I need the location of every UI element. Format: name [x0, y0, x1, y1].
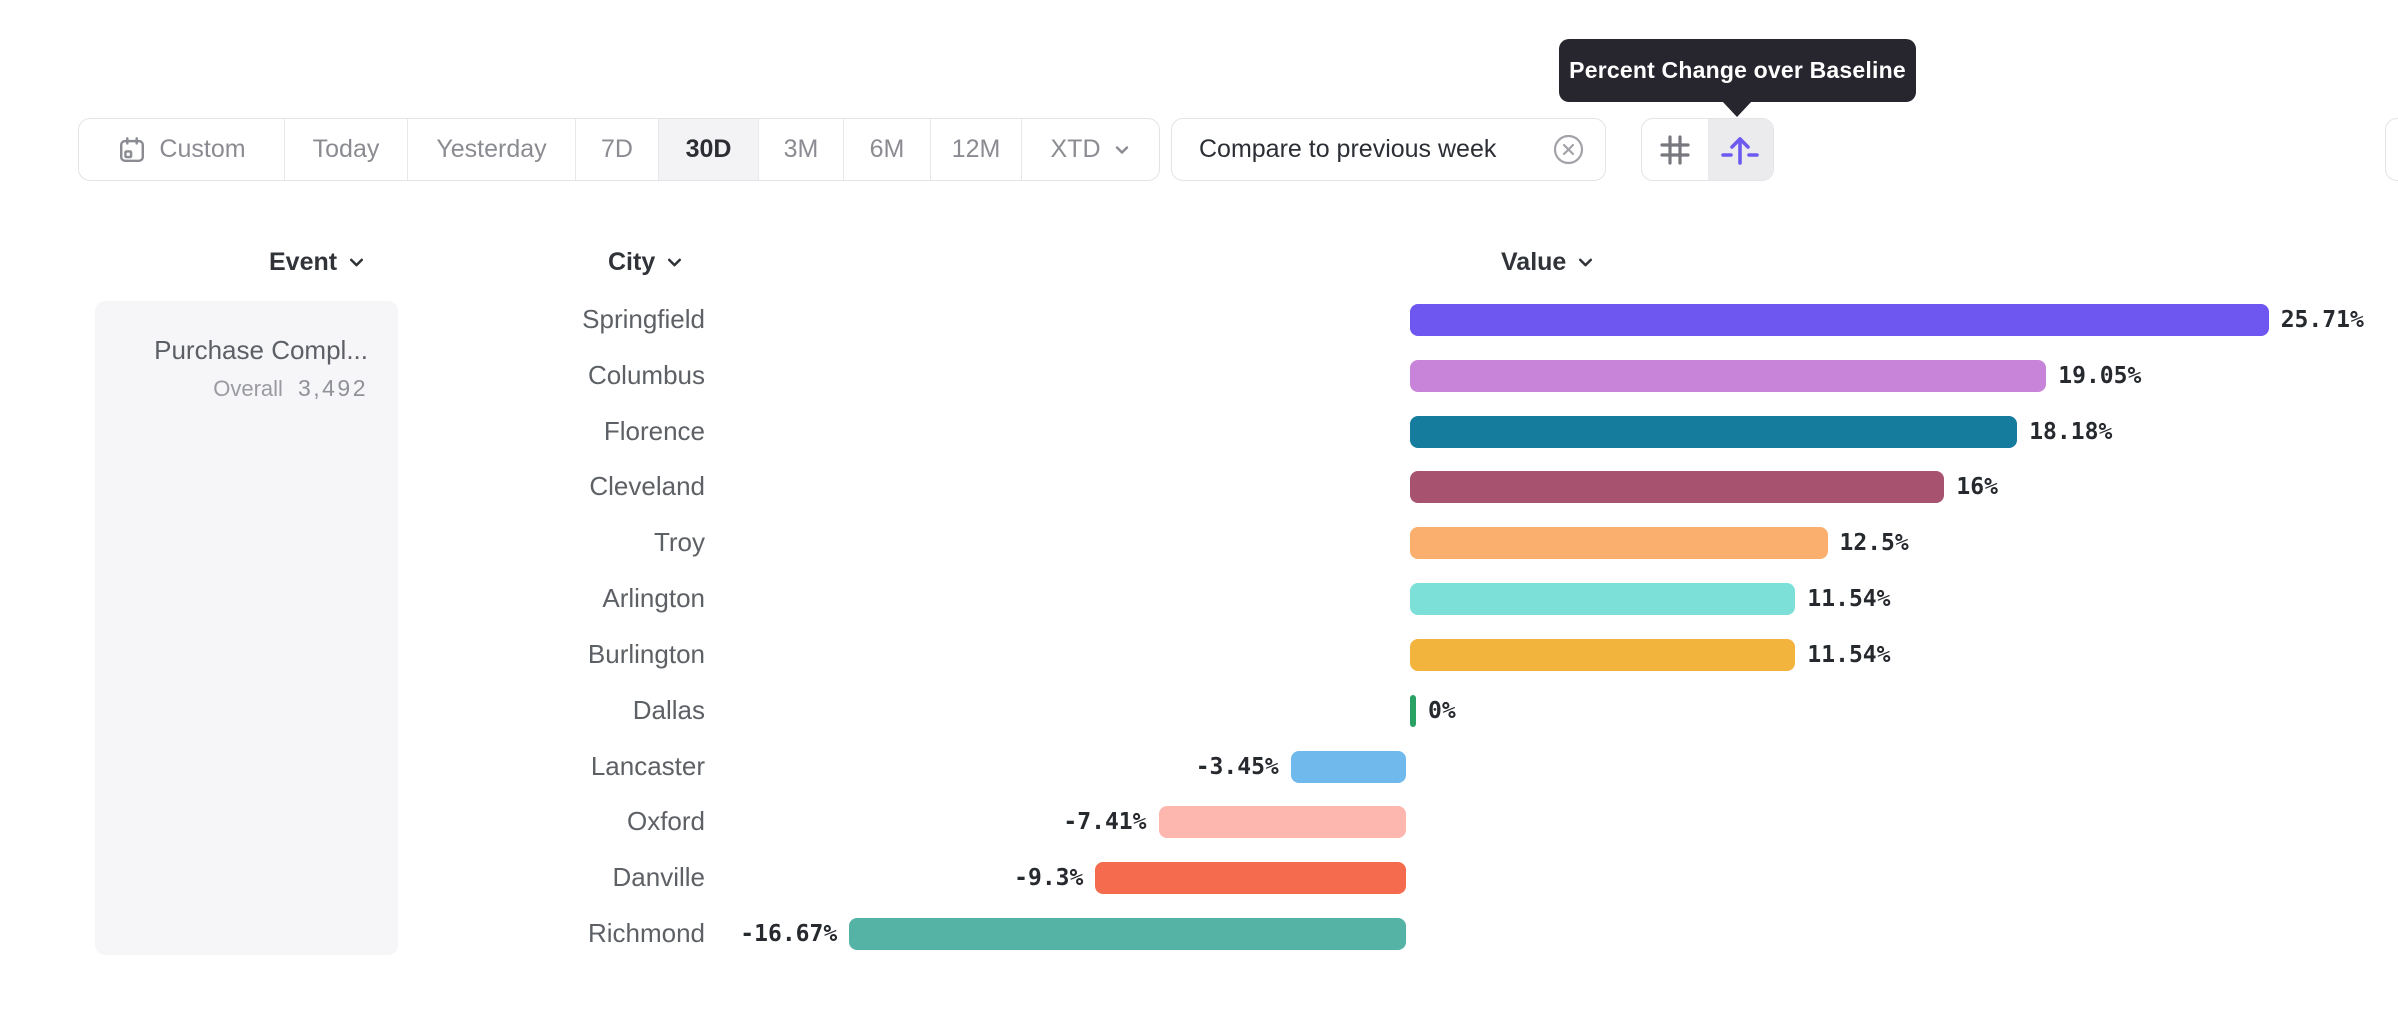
chevron-down-icon: [1113, 141, 1131, 159]
date-range-yesterday[interactable]: Yesterday: [408, 119, 576, 180]
bar-row: Burlington 11.54%: [0, 627, 2398, 683]
value-label: -7.41%: [1063, 809, 1147, 836]
date-range-3m[interactable]: 3M: [759, 119, 844, 180]
date-range-label: XTD: [1050, 135, 1101, 163]
date-range-12m[interactable]: 12M: [931, 119, 1022, 180]
bar-row: Springfield 25.71%: [0, 292, 2398, 348]
chevron-down-icon: [665, 253, 684, 272]
bar-row: Columbus 19.05%: [0, 348, 2398, 404]
percent-lift-button[interactable]: [1707, 119, 1773, 180]
city-label: Burlington: [587, 638, 705, 669]
column-header-label: Value: [1501, 247, 1567, 276]
date-range-label: 7D: [601, 135, 633, 163]
date-range-label: 12M: [951, 135, 1001, 163]
city-label: Dallas: [632, 694, 705, 725]
value-label: -9.3%: [1014, 865, 1084, 892]
compare-chip[interactable]: Compare to previous week: [1171, 118, 1606, 181]
value-label: 11.54%: [1807, 641, 1891, 668]
chevron-down-icon: [1576, 253, 1595, 272]
date-range-label: 6M: [869, 135, 905, 163]
date-range-label: Custom: [159, 135, 246, 163]
date-range-today[interactable]: Today: [285, 119, 408, 180]
event-card[interactable]: Purchase Compl... Overall 3,492: [95, 301, 398, 955]
city-label: Lancaster: [590, 750, 705, 781]
date-range-7d[interactable]: 7D: [576, 119, 659, 180]
view-mode-toggle: [1641, 118, 1774, 181]
column-header-label: Event: [269, 247, 338, 276]
bar[interactable]: [1410, 471, 1945, 504]
date-range-control: Custom Today Yesterday 7D 30D 3M 6M 12M …: [78, 118, 1160, 181]
bar[interactable]: [1410, 527, 1828, 560]
date-range-custom[interactable]: Custom: [79, 119, 285, 180]
chevron-down-icon: [347, 253, 366, 272]
value-label: 25.71%: [2280, 306, 2364, 333]
city-label: Columbus: [587, 359, 705, 390]
city-label: Cleveland: [589, 471, 705, 502]
bar-row: Richmond -16.67%: [0, 906, 2398, 962]
date-range-label: 30D: [685, 135, 732, 163]
date-range-label: 3M: [783, 135, 819, 163]
value-label: 19.05%: [2058, 362, 2142, 389]
tooltip-arrow: [1722, 101, 1752, 117]
date-range-label: Today: [312, 135, 380, 163]
value-label: 0%: [1428, 697, 1456, 724]
value-label: 12.5%: [1839, 530, 1909, 557]
bar-row: Danville -9.3%: [0, 850, 2398, 906]
date-range-30d[interactable]: 30D: [659, 119, 759, 180]
bar-row: Dallas 0%: [0, 683, 2398, 739]
value-label: 16%: [1956, 474, 1998, 501]
column-header-label: City: [608, 247, 656, 276]
bar[interactable]: [1095, 862, 1406, 895]
bar-row: Lancaster -3.45%: [0, 739, 2398, 795]
bar-row: Arlington 11.54%: [0, 571, 2398, 627]
column-header-city[interactable]: City: [608, 245, 684, 279]
bar[interactable]: [1410, 359, 2047, 392]
bar[interactable]: [1410, 415, 2018, 448]
city-label: Danville: [612, 862, 706, 893]
tooltip: Percent Change over Baseline: [1559, 39, 1916, 102]
event-overall: Overall 3,492: [213, 375, 368, 402]
bar[interactable]: [1290, 750, 1406, 783]
calendar-icon: [117, 135, 147, 165]
bar[interactable]: [1158, 806, 1406, 839]
bar[interactable]: [1410, 583, 1796, 616]
overall-value: 3,492: [297, 375, 368, 401]
bar[interactable]: [1410, 638, 1796, 671]
bar[interactable]: [1410, 694, 1416, 727]
city-label: Arlington: [602, 583, 705, 614]
tooltip-text: Percent Change over Baseline: [1569, 57, 1906, 83]
value-label: -3.45%: [1195, 753, 1279, 780]
bar[interactable]: [1410, 303, 2269, 336]
bar-row: Troy 12.5%: [0, 515, 2398, 571]
value-label: 18.18%: [2029, 418, 2113, 445]
bar-row: Florence 18.18%: [0, 404, 2398, 460]
column-header-value[interactable]: Value: [1501, 245, 1595, 279]
date-range-xtd[interactable]: XTD: [1022, 119, 1159, 180]
date-range-label: Yesterday: [436, 135, 547, 163]
grid-hash-icon: [1657, 132, 1693, 168]
bar-row: Oxford -7.41%: [0, 794, 2398, 850]
overall-label: Overall: [213, 376, 283, 401]
value-label: -16.67%: [740, 921, 838, 948]
city-label: Troy: [653, 527, 705, 558]
city-label: Florence: [603, 415, 705, 446]
baseline-lift-icon: [1719, 129, 1761, 171]
city-label: Oxford: [626, 806, 705, 837]
value-label: 11.54%: [1807, 586, 1891, 613]
bar-row: Cleveland 16%: [0, 459, 2398, 515]
city-label: Springfield: [582, 303, 705, 334]
remove-compare-icon[interactable]: [1552, 133, 1585, 166]
date-range-6m[interactable]: 6M: [844, 119, 931, 180]
event-title: Purchase Compl...: [154, 335, 368, 365]
grid-view-button[interactable]: [1642, 119, 1708, 180]
bar[interactable]: [849, 918, 1406, 951]
city-label: Richmond: [587, 918, 705, 949]
column-header-event[interactable]: Event: [269, 245, 366, 279]
compare-chip-label: Compare to previous week: [1199, 135, 1497, 163]
